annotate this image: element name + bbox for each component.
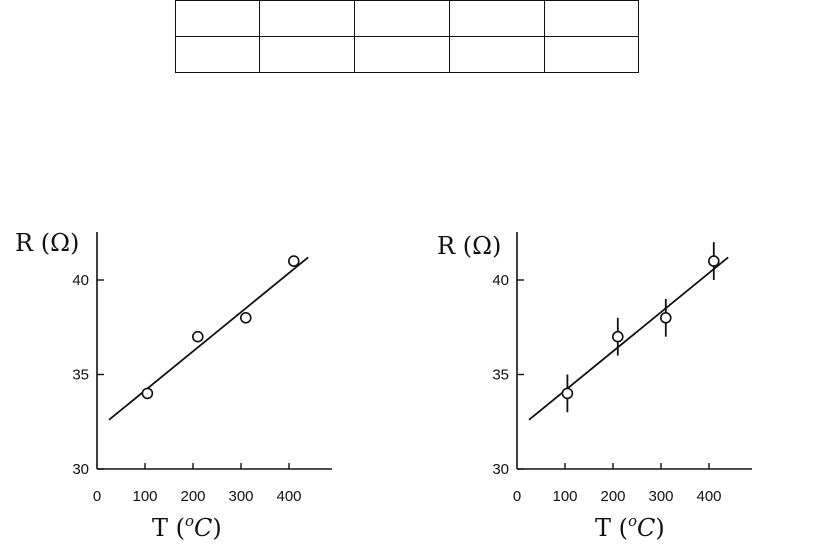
x-tick-label: 300 [228, 488, 253, 505]
y-axis-label: R (Ω) [15, 229, 79, 257]
x-label-unit: C [637, 514, 655, 542]
x-axis-label: T (oC) [595, 512, 665, 542]
x-label-unit: C [194, 514, 212, 542]
x-label-main: T ( [595, 514, 628, 542]
x-axis-label: T (oC) [152, 512, 222, 542]
data-point [240, 311, 252, 324]
y-tick-label: 30 [492, 461, 509, 478]
x-tick-label: 100 [132, 488, 157, 505]
x-tick-label: 100 [552, 488, 577, 505]
data-point [707, 255, 720, 267]
y-tick-label: 30 [72, 461, 89, 478]
x-label-superscript: o [628, 512, 637, 530]
x-tick-label: 400 [696, 488, 721, 505]
x-label-close: ) [212, 514, 221, 542]
data-point [141, 387, 154, 400]
y-tick-label: 35 [72, 367, 89, 384]
table-cell [175, 36, 260, 73]
data-point [287, 255, 300, 267]
y-tick-label: 40 [492, 272, 509, 289]
data-point [192, 330, 204, 343]
table-cell [354, 0, 450, 37]
data-point [611, 330, 624, 343]
data-point [659, 311, 672, 324]
y-tick-label: 35 [492, 367, 509, 384]
y-axis-label: R (Ω) [437, 232, 501, 260]
table-cell [449, 36, 545, 73]
data-point [561, 387, 574, 400]
empty-data-table [175, 0, 639, 73]
table-row [175, 36, 639, 73]
fit-line [528, 256, 729, 421]
x-tick-label: 300 [648, 488, 673, 505]
x-label-close: ) [655, 514, 664, 542]
y-tick-label: 40 [72, 272, 89, 289]
x-label-superscript: o [185, 512, 194, 530]
fit-line [108, 256, 309, 421]
table-cell [259, 36, 355, 73]
table-cell [544, 36, 639, 73]
x-tick-label: 200 [180, 488, 205, 505]
x-tick-label: 0 [513, 488, 521, 505]
x-tick-label: 0 [93, 488, 101, 505]
x-label-main: T ( [152, 514, 185, 542]
table-cell [354, 36, 450, 73]
x-tick-label: 200 [600, 488, 625, 505]
x-tick-label: 400 [276, 488, 301, 505]
